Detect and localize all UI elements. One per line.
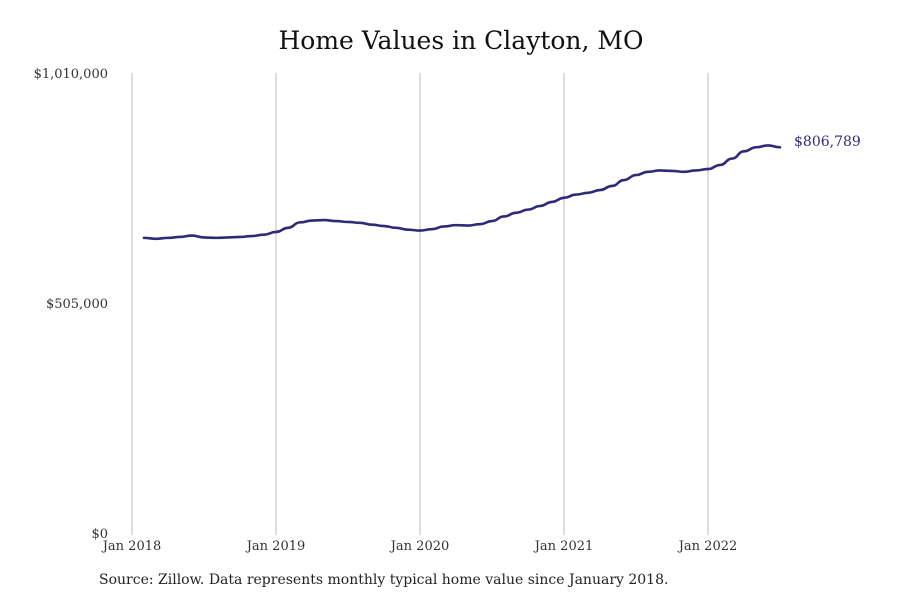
label-layer: $806,789 — [794, 134, 861, 150]
series-line-0 — [142, 144, 782, 241]
y-tick-label: $505,000 — [46, 297, 108, 312]
y-axis: $0 $505,000 $1,010,000 — [34, 67, 108, 542]
x-tick-label: Jan 2018 — [101, 539, 162, 554]
grid-lines — [131, 73, 709, 535]
source-note: Source: Zillow. Data represents monthly … — [99, 572, 669, 588]
x-tick-label: Jan 2020 — [389, 539, 450, 554]
x-axis: Jan 2018 Jan 2019 Jan 2020 Jan 2021 Jan 2022 — [101, 539, 738, 554]
x-tick-label: Jan 2019 — [245, 539, 306, 554]
series-layer — [142, 144, 782, 241]
x-tick-label: Jan 2021 — [533, 539, 594, 554]
end-value-label: $806,789 — [794, 134, 861, 150]
chart-title: Home Values in Clayton, MO — [278, 26, 644, 55]
y-tick-label: $0 — [91, 527, 108, 542]
y-tick-label: $1,010,000 — [34, 67, 108, 82]
x-tick-label: Jan 2022 — [677, 539, 738, 554]
